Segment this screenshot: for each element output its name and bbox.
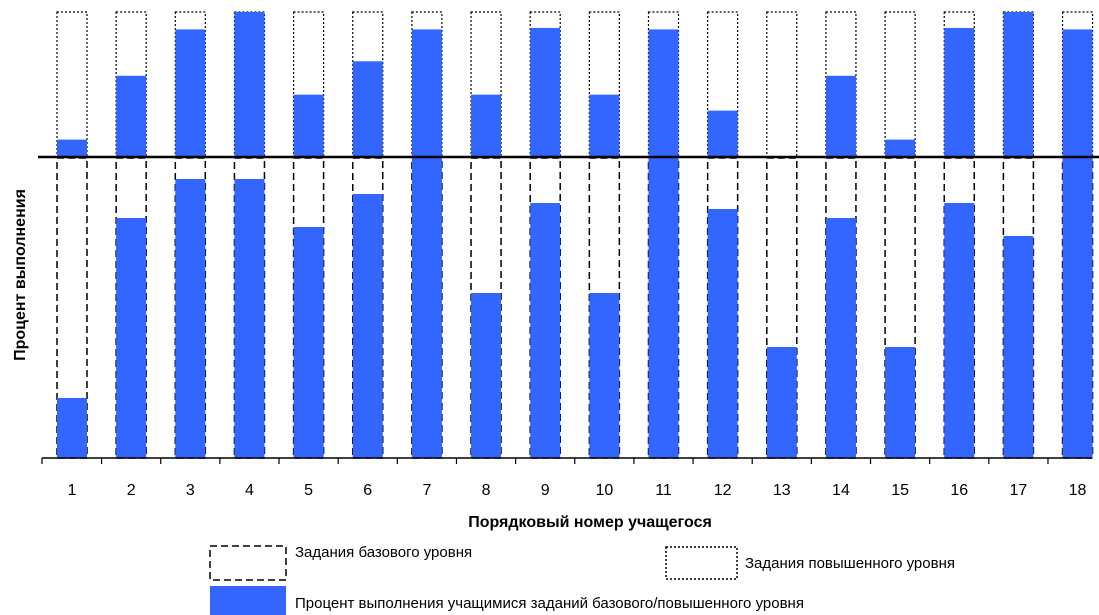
legend: Задания базового уровня Задания повышенн… [209,544,955,615]
legend-label-advanced: Задания повышенного уровня [745,555,955,572]
x-tick-label: 17 [1010,482,1028,499]
base-level-bar [352,194,383,458]
x-tick-label: 8 [482,482,491,499]
base-level-bar [825,218,856,458]
legend-label-fill: Процент выполнения учащимися заданий баз… [295,595,804,612]
bars-layer [56,11,1094,459]
legend-swatch-advanced [665,546,738,580]
advanced-level-bar [411,29,442,157]
x-tick-label: 7 [422,482,431,499]
legend-swatch-base [209,545,287,581]
base-level-bar [411,158,442,458]
base-level-bar [1062,158,1093,458]
x-tick-label: 1 [68,482,77,499]
advanced-level-bar [1003,12,1034,157]
advanced-level-outline [884,11,916,158]
axis-layer [38,155,1099,459]
x-tick-label: 5 [304,482,313,499]
x-tick-label: 11 [655,482,672,499]
x-tick-label: 15 [891,482,909,499]
advanced-level-bar [825,75,856,157]
advanced-level-bar [1062,29,1093,157]
advanced-level-bar [293,94,324,157]
base-level-bar [234,179,265,458]
base-level-bar [471,293,502,458]
advanced-level-bar [116,75,147,157]
advanced-level-bar [175,29,206,157]
x-tick-label: 13 [773,482,791,499]
x-tick-label: 2 [127,482,136,499]
base-level-bar [589,293,620,458]
base-level-bar [530,203,561,458]
x-tick-label: 4 [245,482,254,499]
x-tick-labels: 1 2 3 4 5 6 7 8 9 10 11 12 13 14 15 16 17 18 [41,458,1087,499]
x-tick-label: 18 [1069,482,1087,499]
x-tick-label: 3 [186,482,195,499]
advanced-level-outline [56,11,88,158]
y-axis-title: Процент выполнения [12,189,29,361]
base-level-bar [944,203,975,458]
base-level-bar [175,179,206,458]
advanced-level-bar [57,139,87,157]
base-level-bar [885,347,916,458]
base-level-bar [293,227,324,458]
x-tick-label: 10 [595,482,613,499]
advanced-level-outline [766,11,798,158]
advanced-level-bar [352,61,383,157]
x-tick-label: 12 [714,482,732,499]
base-level-bar [1003,236,1034,458]
advanced-level-bar [707,110,738,157]
base-level-bar [648,158,679,458]
advanced-level-bar [944,27,975,158]
x-axis-title: Порядковый номер учащегося [468,514,712,531]
legend-label-base: Задания базового уровня [295,544,472,561]
base-level-bar [766,347,797,458]
base-level-bar [116,218,147,458]
base-level-bar [707,209,738,458]
advanced-level-bar [471,94,502,157]
base-level-bar [57,398,87,458]
x-tick-label: 9 [541,482,550,499]
x-tick-label: 6 [363,482,372,499]
advanced-level-bar [530,27,561,158]
advanced-level-bar [234,12,265,157]
x-tick-label: 16 [950,482,968,499]
advanced-level-bar [589,94,620,157]
advanced-level-bar [648,29,679,157]
legend-swatch-fill [210,586,286,615]
advanced-level-bar [885,139,916,157]
x-tick-label: 14 [832,482,850,499]
